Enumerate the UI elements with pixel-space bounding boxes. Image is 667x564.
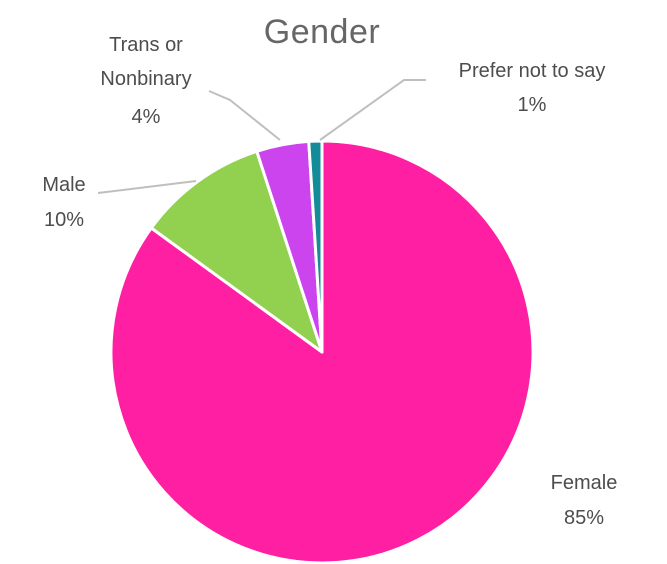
data-labels-layer: Female 85% Male 10% Trans or Nonbinary 4% Prefe…: [42, 34, 617, 529]
data-value-prefer-not-to-say: 1%: [518, 94, 547, 116]
data-value-trans-or-nonbinary: 4%: [132, 106, 161, 128]
pie-slice-prefer-not-to-say: [307, 139, 324, 354]
leader-line-prefer-not-to-say: [319, 79, 426, 141]
data-value-female: 85%: [564, 507, 604, 529]
data-label-female: Female: [551, 472, 618, 494]
leader-line-trans-or-nonbinary: [208, 90, 281, 141]
pie-slice-female: [109, 139, 535, 564]
leader-lines-layer: [97, 79, 426, 194]
pie-slice-male: [149, 149, 324, 354]
data-value-male: 10%: [44, 209, 84, 231]
slices-layer: [109, 139, 535, 564]
data-label-trans-or-nonbinary-line-2: Nonbinary: [100, 68, 191, 90]
data-label-prefer-not-to-say: Prefer not to say: [459, 60, 606, 82]
chart-title: Gender: [264, 13, 380, 51]
leader-line-male: [97, 180, 197, 194]
data-label-male: Male: [42, 174, 85, 196]
data-label-trans-or-nonbinary-line-1: Trans or: [109, 34, 183, 56]
